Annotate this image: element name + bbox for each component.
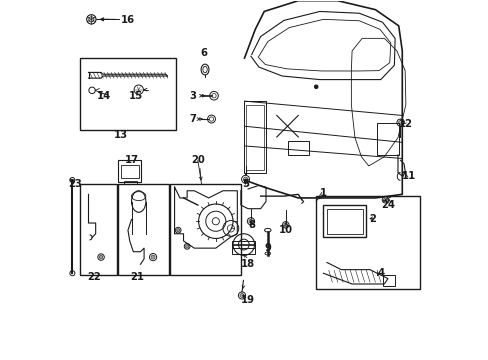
Text: 3: 3 [189, 91, 196, 101]
Text: 15: 15 [129, 91, 143, 101]
Bar [231, 241, 255, 253]
Text: 1: 1 [319, 188, 326, 198]
Text: 4: 4 [376, 268, 384, 278]
Text: 20: 20 [191, 155, 204, 165]
Text: 7: 7 [189, 114, 196, 124]
Text: 12: 12 [398, 120, 412, 129]
Bar [246, 105, 264, 170]
Bar [287, 141, 308, 155]
Text: 23: 23 [68, 179, 82, 189]
Bar [80, 184, 117, 275]
Bar [170, 184, 241, 275]
Text: 16: 16 [121, 15, 135, 26]
Bar [118, 184, 169, 275]
Text: 10: 10 [278, 225, 292, 235]
Bar [80, 58, 176, 130]
Text: 14: 14 [97, 91, 111, 101]
Circle shape [314, 85, 317, 89]
Text: 6: 6 [201, 48, 207, 58]
Text: 8: 8 [248, 220, 255, 230]
Bar [124, 181, 137, 184]
Text: 5: 5 [241, 179, 248, 189]
Text: 18: 18 [241, 259, 255, 269]
Bar [244, 101, 265, 173]
Text: 11: 11 [401, 171, 415, 181]
Bar [326, 209, 362, 234]
Text: 17: 17 [124, 155, 138, 165]
Bar [382, 275, 394, 286]
Bar [121, 165, 139, 178]
Bar [316, 196, 419, 289]
Bar [323, 205, 366, 237]
Bar [118, 160, 140, 182]
Text: 24: 24 [380, 200, 394, 210]
Text: 21: 21 [130, 272, 143, 282]
Text: 9: 9 [264, 243, 271, 253]
Text: 22: 22 [87, 272, 102, 282]
Text: 19: 19 [240, 295, 254, 305]
Text: 2: 2 [369, 215, 376, 224]
Bar [376, 123, 398, 155]
Text: 13: 13 [114, 130, 127, 140]
